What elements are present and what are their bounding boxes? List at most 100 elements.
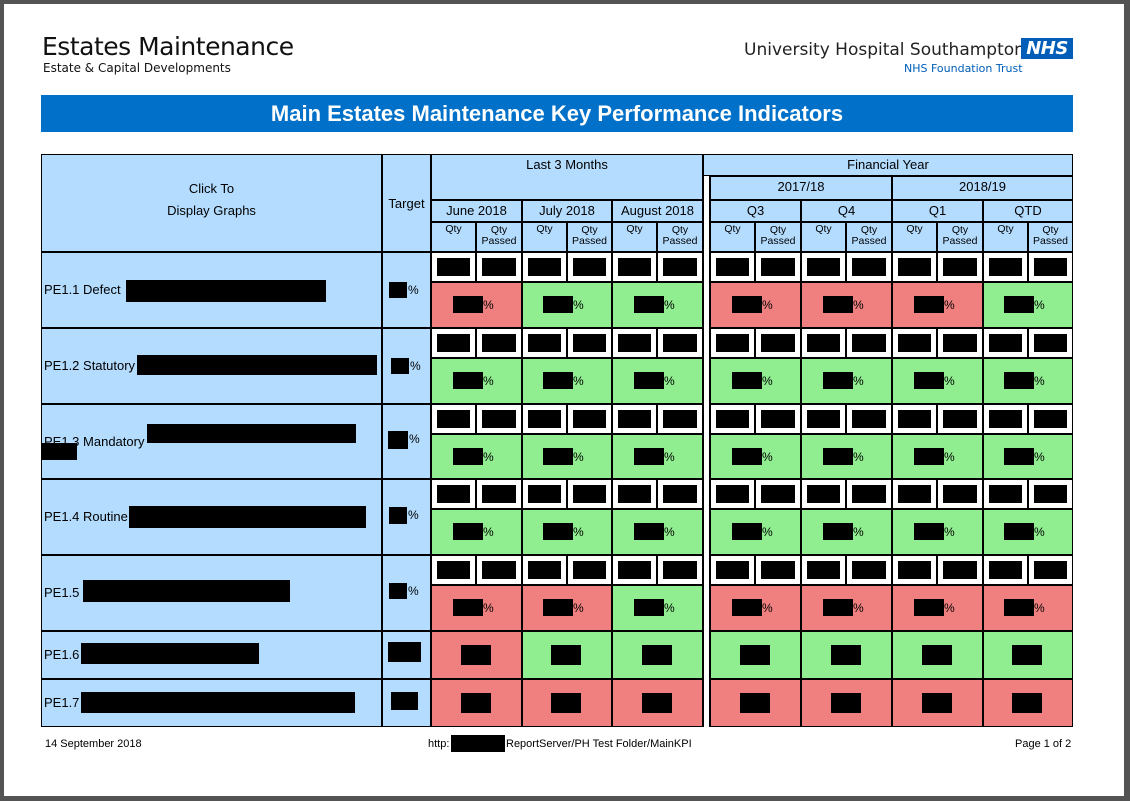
compliance-percent-sign: % (853, 450, 864, 464)
redacted-qty-passed (761, 334, 795, 352)
redacted-qty (807, 334, 840, 352)
redacted-qty-passed (482, 485, 516, 503)
redacted-compliance-value (543, 599, 573, 616)
redacted-qty-passed (761, 258, 795, 276)
redacted-value (551, 693, 581, 713)
redacted-compliance-value (453, 599, 483, 616)
click-to-display-graphs-cell[interactable] (41, 154, 382, 252)
compliance-percent-sign: % (483, 450, 494, 464)
compliance-percent-sign: % (664, 525, 675, 539)
click-to-label[interactable]: Click To (188, 181, 235, 196)
redacted-qty-passed (573, 258, 606, 276)
qty-header (983, 222, 1028, 252)
redacted-compliance-value (453, 523, 483, 540)
redacted-qty-passed (482, 561, 516, 579)
redacted-compliance-value (543, 523, 573, 540)
kpi-row-label[interactable]: PE1.1 Defect (44, 282, 121, 297)
redacted-qty-passed (761, 485, 795, 503)
nhs-logo: NHS (1021, 38, 1073, 59)
redacted-kpi-description (137, 355, 377, 375)
redacted-compliance-value (634, 599, 664, 616)
compliance-percent-sign: % (944, 525, 955, 539)
redacted-qty-passed (852, 410, 886, 428)
redacted-target-value (389, 583, 407, 599)
kpi-row-label[interactable]: PE1.6 (44, 647, 80, 662)
redacted-qty-passed (852, 485, 886, 503)
compliance-percent-sign: % (1034, 450, 1045, 464)
redacted-qty (807, 258, 840, 276)
qty-label: Qty (445, 223, 462, 235)
organisation-trust: NHS Foundation Trust (904, 62, 1023, 75)
compliance-percent-sign: % (944, 450, 955, 464)
redacted-compliance-value (634, 372, 664, 389)
redacted-qty-passed (663, 485, 697, 503)
redacted-qty-passed (663, 561, 697, 579)
fy-2017-18-header (710, 176, 892, 200)
compliance-percent-sign: % (944, 374, 955, 388)
compliance-percent-sign: % (762, 374, 773, 388)
redacted-qty (618, 258, 651, 276)
redacted-compliance-value (823, 523, 853, 540)
compliance-percent-sign: % (573, 601, 584, 615)
redacted-qty (437, 258, 470, 276)
qty-passed-header (657, 222, 703, 252)
compliance-percent-sign: % (483, 601, 494, 615)
kpi-row-label[interactable]: PE1.5 (44, 585, 80, 600)
qty-header (612, 222, 657, 252)
redacted-qty (437, 334, 470, 352)
month-header-2 (522, 200, 612, 222)
footer-url-path: ReportServer/PH Test Folder/MainKPI (506, 738, 692, 750)
qty-label: Qty (536, 223, 553, 235)
redacted-value (551, 645, 581, 665)
kpi-row-label[interactable]: PE1.4 Routine (44, 509, 128, 524)
target-percent-sign: % (408, 584, 419, 598)
target-header: Target (388, 196, 425, 211)
qty-header (522, 222, 567, 252)
compliance-percent-sign: % (1034, 525, 1045, 539)
redacted-qty-passed (943, 485, 977, 503)
last-3-months-header (431, 154, 703, 200)
redacted-compliance-value (823, 599, 853, 616)
fy-2018-19-header (892, 176, 1073, 200)
redacted-kpi-description (129, 506, 366, 528)
redacted-compliance-value (634, 523, 664, 540)
redacted-compliance-value (634, 296, 664, 313)
target-header-cell (382, 154, 431, 252)
redacted-compliance-value (732, 523, 762, 540)
compliance-percent-sign: % (944, 601, 955, 615)
kpi-banner: Main Estates Maintenance Key Performance… (41, 95, 1073, 132)
redacted-qty-passed (852, 258, 886, 276)
organisation-name: University Hospital Southampton (744, 40, 1025, 60)
redacted-qty-passed (663, 258, 697, 276)
redacted-qty (618, 561, 651, 579)
last-3-months-label: Last 3 Months (526, 157, 608, 172)
qty-passed-header (567, 222, 612, 252)
qty-label: Qty (626, 223, 643, 235)
compliance-percent-sign: % (483, 374, 494, 388)
redacted-compliance-value (543, 296, 573, 313)
redacted-qty (807, 561, 840, 579)
display-graphs-label[interactable]: Display Graphs (167, 203, 256, 218)
redacted-qty-passed (482, 258, 516, 276)
redacted-qty (618, 410, 651, 428)
redacted-compliance-value (732, 599, 762, 616)
redacted-compliance-value (732, 448, 762, 465)
redacted-compliance-value (823, 448, 853, 465)
kpi-row-label[interactable]: PE1.7 (44, 695, 80, 710)
compliance-percent-sign: % (1034, 298, 1045, 312)
quarter-header-1 (710, 200, 801, 222)
kpi-row-label[interactable]: PE1.2 Statutory (44, 358, 136, 373)
redacted-kpi-description (83, 580, 290, 602)
redacted-qty-passed (663, 334, 697, 352)
redacted-qty-passed (482, 334, 516, 352)
redacted-qty (528, 485, 561, 503)
redacted-compliance-value (823, 372, 853, 389)
redacted-url-host (451, 735, 505, 752)
qty-passed-header (1028, 222, 1073, 252)
redacted-kpi-description (147, 424, 356, 443)
redacted-qty-passed (943, 334, 977, 352)
redacted-compliance-value (1004, 448, 1034, 465)
redacted-qty-passed (573, 485, 606, 503)
month-header-3 (612, 200, 703, 222)
quarter-label-3: Q1 (928, 203, 947, 218)
